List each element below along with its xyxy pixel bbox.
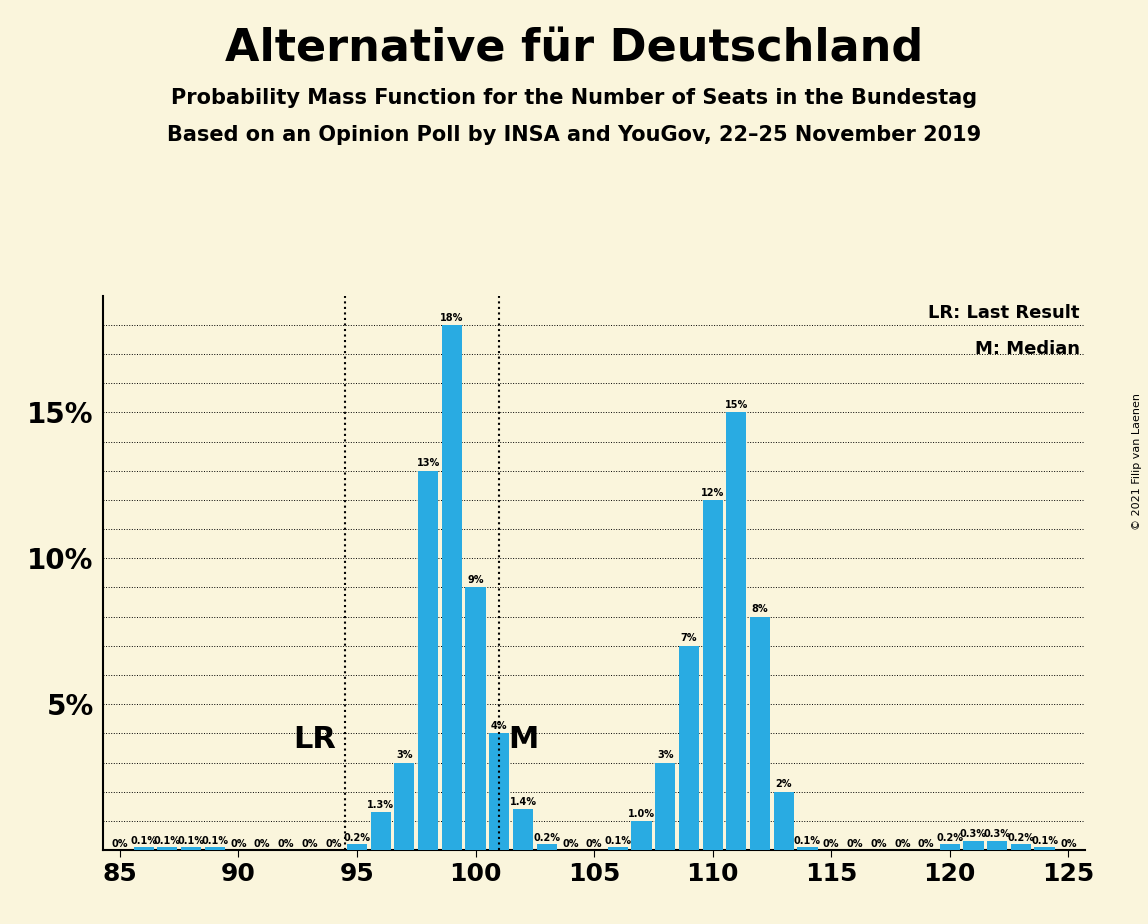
Text: 0.1%: 0.1% xyxy=(130,836,157,846)
Bar xyxy=(347,845,367,850)
Text: 3%: 3% xyxy=(396,750,412,760)
Text: 0.3%: 0.3% xyxy=(984,829,1010,839)
Text: LR: Last Result: LR: Last Result xyxy=(929,304,1080,322)
Text: 8%: 8% xyxy=(752,604,768,614)
Bar xyxy=(181,847,201,850)
Text: 0%: 0% xyxy=(1060,839,1077,849)
Bar xyxy=(1034,847,1055,850)
Text: 0%: 0% xyxy=(846,839,863,849)
Text: 4%: 4% xyxy=(491,721,507,731)
Text: 12%: 12% xyxy=(701,488,724,498)
Text: 0.1%: 0.1% xyxy=(154,836,181,846)
Text: 0%: 0% xyxy=(917,839,934,849)
Bar xyxy=(371,812,390,850)
Text: 18%: 18% xyxy=(440,312,464,322)
Text: M: Median: M: Median xyxy=(975,340,1080,358)
Text: 0%: 0% xyxy=(301,839,318,849)
Text: 0.1%: 0.1% xyxy=(1031,836,1058,846)
Bar xyxy=(678,646,699,850)
Text: 0%: 0% xyxy=(231,839,247,849)
Text: 0%: 0% xyxy=(585,839,603,849)
Text: 0.1%: 0.1% xyxy=(178,836,204,846)
Text: 7%: 7% xyxy=(681,634,697,643)
Bar xyxy=(204,847,225,850)
Text: 0.2%: 0.2% xyxy=(1007,833,1034,844)
Text: 0%: 0% xyxy=(563,839,579,849)
Text: Probability Mass Function for the Number of Seats in the Bundestag: Probability Mass Function for the Number… xyxy=(171,88,977,108)
Bar xyxy=(963,842,984,850)
Bar xyxy=(465,588,486,850)
Text: 0.2%: 0.2% xyxy=(533,833,560,844)
Bar xyxy=(513,809,533,850)
Text: 0%: 0% xyxy=(254,839,271,849)
Text: LR: LR xyxy=(293,724,335,754)
Bar xyxy=(418,470,439,850)
Text: 0.2%: 0.2% xyxy=(343,833,371,844)
Text: Alternative für Deutschland: Alternative für Deutschland xyxy=(225,28,923,71)
Text: 1.3%: 1.3% xyxy=(367,800,394,809)
Bar xyxy=(774,792,793,850)
Text: 0.1%: 0.1% xyxy=(794,836,821,846)
Bar xyxy=(536,845,557,850)
Text: 0.2%: 0.2% xyxy=(937,833,963,844)
Bar xyxy=(727,412,746,850)
Text: 13%: 13% xyxy=(417,458,440,468)
Text: 0%: 0% xyxy=(894,839,910,849)
Text: M: M xyxy=(509,724,540,754)
Bar xyxy=(631,821,652,850)
Bar xyxy=(750,616,770,850)
Bar xyxy=(607,847,628,850)
Text: 0.1%: 0.1% xyxy=(201,836,228,846)
Bar xyxy=(395,762,414,850)
Bar xyxy=(442,325,461,850)
Text: Based on an Opinion Poll by INSA and YouGov, 22–25 November 2019: Based on an Opinion Poll by INSA and You… xyxy=(166,125,982,145)
Text: 1.0%: 1.0% xyxy=(628,808,656,819)
Bar xyxy=(656,762,675,850)
Text: 15%: 15% xyxy=(724,400,748,410)
Text: © 2021 Filip van Laenen: © 2021 Filip van Laenen xyxy=(1132,394,1142,530)
Text: 9%: 9% xyxy=(467,575,483,585)
Bar xyxy=(489,734,510,850)
Text: 2%: 2% xyxy=(776,779,792,789)
Text: 0%: 0% xyxy=(111,839,129,849)
Bar xyxy=(1010,845,1031,850)
Bar xyxy=(157,847,178,850)
Text: 0%: 0% xyxy=(823,839,839,849)
Bar xyxy=(798,847,817,850)
Bar xyxy=(987,842,1007,850)
Text: 0%: 0% xyxy=(278,839,294,849)
Bar xyxy=(133,847,154,850)
Text: 0.3%: 0.3% xyxy=(960,829,987,839)
Text: 0.1%: 0.1% xyxy=(604,836,631,846)
Text: 1.4%: 1.4% xyxy=(510,796,536,807)
Text: 0%: 0% xyxy=(325,839,342,849)
Text: 3%: 3% xyxy=(657,750,674,760)
Bar xyxy=(703,500,723,850)
Bar xyxy=(940,845,960,850)
Text: 0%: 0% xyxy=(870,839,887,849)
